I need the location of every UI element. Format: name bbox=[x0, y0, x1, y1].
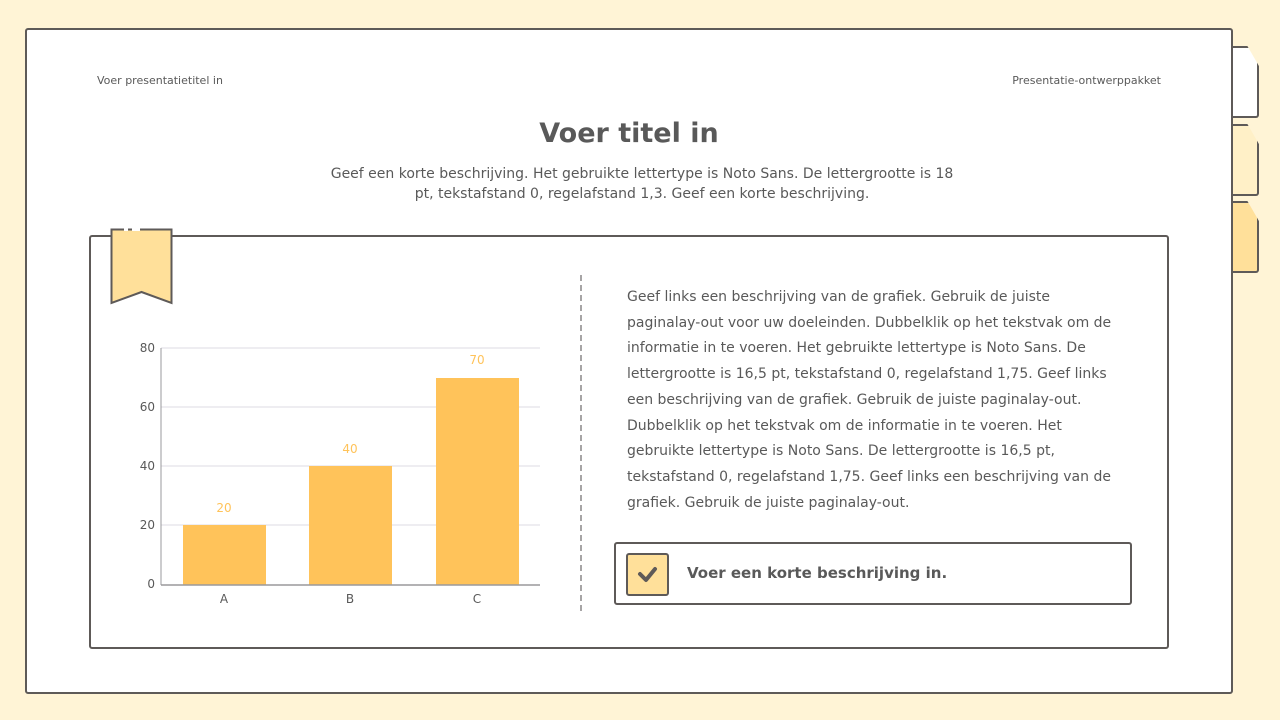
presentation-title[interactable]: Voer presentatietitel in bbox=[97, 74, 223, 87]
section-tab-3[interactable] bbox=[1230, 201, 1259, 273]
bar-b bbox=[309, 466, 392, 585]
y-tick-labels: 80 60 40 20 0 bbox=[140, 341, 155, 591]
checkmark-badge bbox=[626, 553, 669, 596]
bar-c bbox=[436, 378, 519, 585]
svg-text:B: B bbox=[346, 592, 354, 606]
svg-text:80: 80 bbox=[140, 341, 155, 355]
callout-text[interactable]: Voer een korte beschrijving in. bbox=[687, 564, 948, 582]
svg-text:70: 70 bbox=[469, 353, 484, 367]
x-tick-labels: A B C bbox=[220, 592, 481, 606]
svg-text:A: A bbox=[220, 592, 229, 606]
dashed-divider bbox=[580, 275, 582, 611]
svg-text:20: 20 bbox=[216, 501, 231, 515]
summary-callout[interactable]: Voer een korte beschrijving in. bbox=[614, 542, 1132, 605]
bar-value-labels: 20 40 70 bbox=[216, 353, 484, 515]
section-tab-1[interactable] bbox=[1230, 46, 1259, 118]
chart-description[interactable]: Geef links een beschrijving van de grafi… bbox=[627, 289, 1112, 511]
svg-text:20: 20 bbox=[140, 518, 155, 532]
bookmark-ribbon-icon bbox=[110, 228, 173, 305]
svg-text:C: C bbox=[473, 592, 481, 606]
svg-text:40: 40 bbox=[140, 459, 155, 473]
slide-title[interactable]: Voer titel in bbox=[539, 118, 719, 149]
slide-subtitle[interactable]: Geef een korte beschrijving. Het gebruik… bbox=[330, 166, 954, 202]
chart-bars bbox=[183, 378, 519, 585]
package-name[interactable]: Presentatie-ontwerppakket bbox=[1012, 74, 1161, 87]
bar-chart: 80 60 40 20 0 A B C 20 40 70 bbox=[140, 341, 540, 606]
svg-text:60: 60 bbox=[140, 400, 155, 414]
section-tab-2[interactable] bbox=[1230, 124, 1259, 196]
svg-text:40: 40 bbox=[342, 442, 357, 456]
svg-text:0: 0 bbox=[147, 577, 155, 591]
checkmark-icon bbox=[638, 567, 657, 582]
bar-a bbox=[183, 525, 266, 585]
